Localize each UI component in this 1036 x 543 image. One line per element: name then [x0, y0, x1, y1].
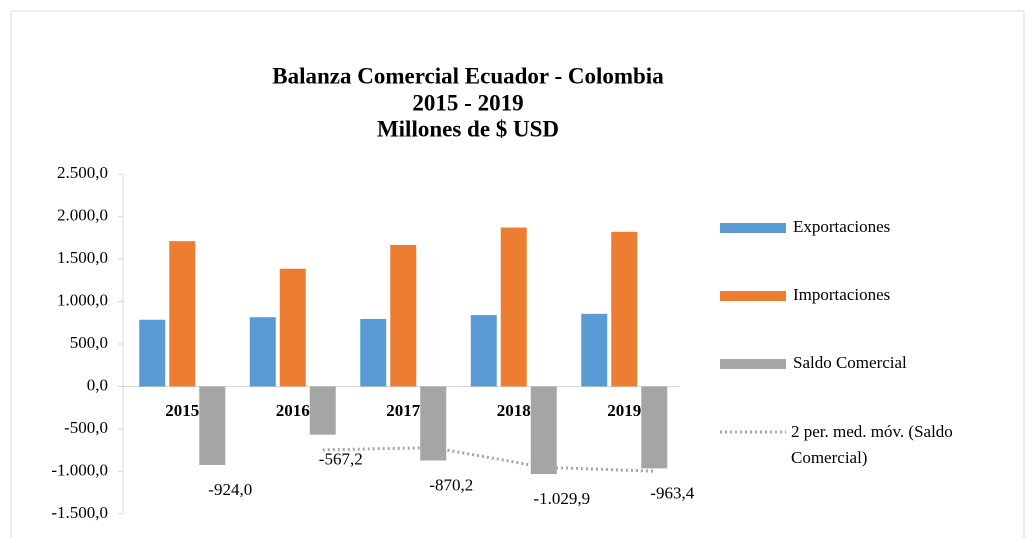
legend-swatch: [720, 359, 786, 369]
bar: [420, 386, 447, 461]
bar: [470, 315, 497, 387]
bar: [199, 386, 226, 466]
x-tick-label: 2019: [607, 401, 641, 420]
bar: [641, 386, 668, 469]
bar: [390, 244, 417, 387]
data-label: -567,2: [319, 450, 363, 469]
chart-title: Balanza Comercial Ecuador - Colombia: [272, 63, 664, 88]
trend-line: [322, 446, 655, 473]
legend-swatch: [720, 223, 786, 233]
data-label: -870,2: [429, 475, 473, 494]
bar: [611, 231, 638, 387]
legend-swatch: [720, 291, 786, 301]
y-tick-label: 500,0: [70, 333, 108, 352]
x-tick-label: 2018: [497, 401, 531, 420]
bar: [279, 268, 306, 387]
legend-label-box: 2 per. med. móv. (Saldo Comercial): [791, 422, 953, 467]
bar: [169, 241, 196, 387]
bar: [500, 227, 527, 387]
legend-label: 2 per. med. móv. (Saldo Comercial): [791, 422, 953, 467]
x-tick-label: 2016: [276, 401, 310, 420]
y-tick-label: -500,0: [64, 418, 108, 437]
bar: [309, 386, 336, 435]
y-tick-label: 2.000,0: [57, 205, 108, 224]
legend-label: Saldo Comercial: [793, 353, 907, 372]
y-tick-label: 1.500,0: [57, 248, 108, 267]
x-tick-label: 2015: [165, 401, 199, 420]
y-tick-label: -1.000,0: [51, 460, 108, 479]
bar: [530, 386, 557, 475]
legend-label: Importaciones: [793, 285, 890, 304]
bar: [581, 313, 608, 387]
data-label: -1.029,9: [533, 489, 590, 508]
bar: [249, 317, 276, 387]
y-tick-label: 1.000,0: [57, 290, 108, 309]
data-label: -963,4: [650, 483, 694, 502]
chart-title: Millones de $ USD: [377, 116, 559, 141]
data-label: -924,0: [208, 480, 252, 499]
y-tick-label: -1.500,0: [51, 503, 108, 522]
legend-label: Exportaciones: [793, 217, 890, 236]
x-tick-label: 2017: [386, 401, 421, 420]
y-tick-label: 2.500,0: [57, 163, 108, 182]
bar: [360, 318, 387, 387]
chart-title: 2015 - 2019: [412, 90, 523, 115]
y-tick-label: 0,0: [87, 375, 108, 394]
bar: [139, 319, 166, 387]
